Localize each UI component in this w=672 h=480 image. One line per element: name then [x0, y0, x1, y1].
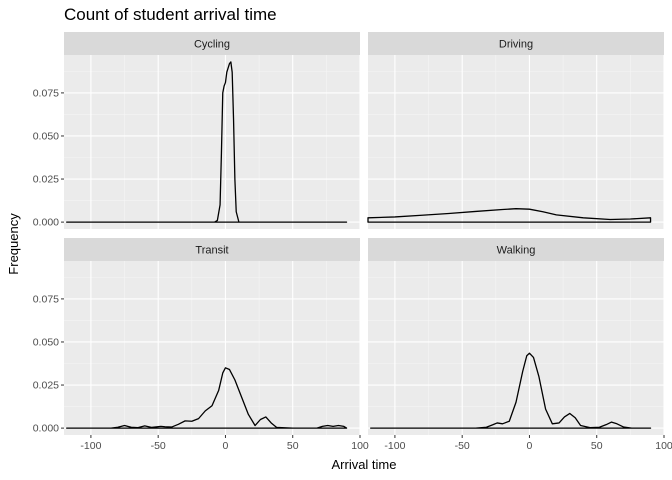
panel-background [64, 55, 360, 229]
y-tick-label: 0.075 [33, 293, 59, 305]
x-tick-label: -50 [455, 440, 470, 452]
density-curve-transit [66, 367, 348, 429]
panel-background [64, 261, 360, 435]
facet-strip-label: Driving [499, 39, 533, 51]
y-tick-label: 0.000 [33, 217, 59, 229]
y-tick-label: 0.025 [33, 380, 59, 392]
y-tick-label: 0.025 [33, 174, 59, 186]
x-tick-label: 100 [351, 440, 369, 452]
facet-panel-driving: Driving [367, 32, 665, 229]
facet-panel-walking: Walking [368, 238, 665, 435]
y-tick-label: 0.075 [33, 87, 59, 99]
facet-strip-label: Cycling [194, 39, 230, 51]
x-tick-label: 50 [287, 440, 299, 452]
facet-panel-cycling: Cycling [64, 32, 361, 229]
y-axis: 0.000 0.025 0.050 0.075 0.000 0.025 0.050 0.075 [33, 87, 64, 435]
y-tick-label: 0.050 [33, 130, 59, 142]
density-curve-driving [367, 208, 652, 223]
facet-strip-label: Transit [195, 245, 228, 257]
x-tick-label: -100 [384, 440, 405, 452]
density-curve-walking [370, 352, 652, 429]
facet-strip [368, 238, 664, 261]
density-curve-cycling [66, 61, 348, 223]
chart-title: Count of student arrival time [64, 5, 277, 24]
facet-panel-transit: Transit [64, 238, 361, 435]
x-tick-label: 50 [591, 440, 603, 452]
x-axis-title: Arrival time [331, 457, 396, 472]
x-axis: -100 -50 0 50 100 -100 -50 0 50 100 [80, 435, 672, 452]
y-axis-title: Frequency [6, 213, 21, 275]
panel-background [368, 261, 664, 435]
facet-strip [368, 32, 664, 55]
facet-strip [64, 238, 360, 261]
y-tick-label: 0.000 [33, 423, 59, 435]
x-tick-label: -100 [80, 440, 101, 452]
x-tick-label: -50 [151, 440, 166, 452]
x-tick-label: 0 [527, 440, 533, 452]
panel-background [368, 55, 664, 229]
facet-strip [64, 32, 360, 55]
x-tick-label: 100 [655, 440, 672, 452]
facet-panels: Cycling Driving Transit Walking [64, 32, 665, 435]
x-tick-label: 0 [223, 440, 229, 452]
y-tick-label: 0.050 [33, 336, 59, 348]
facet-strip-label: Walking [497, 245, 536, 257]
